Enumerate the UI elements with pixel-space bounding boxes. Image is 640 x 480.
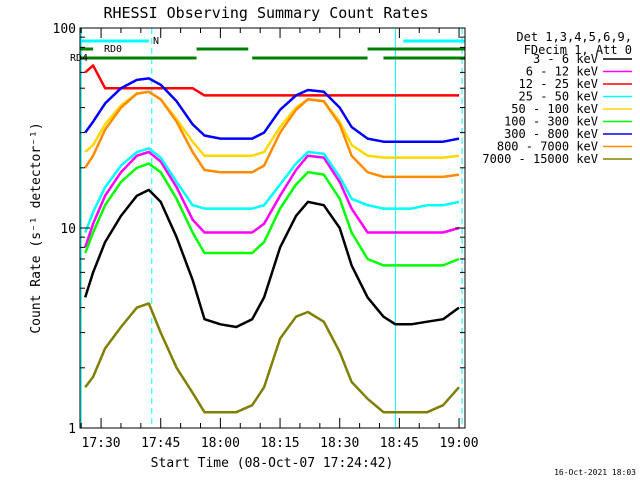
legend-header-line-1: Det 1,3,4,5,6,9, xyxy=(516,30,632,44)
y-axis-label: Count Rate (s⁻¹ detector⁻¹) xyxy=(29,122,44,333)
footer-date: 16-Oct-2021 18:03 xyxy=(554,468,636,477)
x-tick-label: 19:00 xyxy=(439,436,478,451)
series-line xyxy=(84,90,460,179)
x-tick-label: 17:30 xyxy=(82,436,121,451)
series-line xyxy=(84,162,460,267)
series-line xyxy=(84,147,460,233)
x-tick-label: 17:45 xyxy=(141,436,180,451)
x-axis: 17:30 17:45 18:00 18:15 18:30 18:45 19:00 xyxy=(80,28,479,451)
series-line xyxy=(84,302,460,414)
series-line xyxy=(84,77,460,143)
legend-entry-label: 7000 - 15000 keV xyxy=(482,152,598,166)
plot-area: N RD0 RD4 xyxy=(70,28,465,428)
flag-label: RD4 xyxy=(70,53,88,64)
x-tick-label: 18:45 xyxy=(380,436,419,451)
flag-label: N xyxy=(153,36,159,47)
series-line xyxy=(84,150,460,248)
chart-title: RHESSI Observing Summary Count Rates xyxy=(103,4,428,22)
series-line xyxy=(84,64,459,97)
legend-entry-label: 50 - 100 keV xyxy=(511,102,598,116)
legend-entry-label: 6 - 12 keV xyxy=(526,65,598,79)
x-axis-label: Start Time (08-Oct-07 17:24:42) xyxy=(151,456,394,471)
legend-entry-label: 25 - 50 keV xyxy=(519,90,598,104)
legend-entry-label: 12 - 25 keV xyxy=(519,77,598,91)
x-tick-label: 18:30 xyxy=(320,436,359,451)
legend-entry-label: 3 - 6 keV xyxy=(533,52,598,66)
series-line xyxy=(84,188,460,329)
legend-entry-label: 100 - 300 keV xyxy=(504,115,598,129)
legend: Det 1,3,4,5,6,9, FDecim 1, Att 0 3 - 6 k… xyxy=(482,30,632,166)
legend-entry-label: 800 - 7000 keV xyxy=(497,140,598,154)
y-tick-label: 1 xyxy=(68,422,76,437)
y-axis: 1 10 100 xyxy=(53,22,465,437)
legend-header-line-2: FDecim 1, Att 0 xyxy=(524,43,632,57)
x-tick-label: 18:00 xyxy=(201,436,240,451)
y-tick-label: 100 xyxy=(53,22,76,37)
x-tick-label: 18:15 xyxy=(260,436,299,451)
y-tick-label: 10 xyxy=(60,222,76,237)
legend-entry-label: 300 - 800 keV xyxy=(504,127,598,141)
flag-label: RD0 xyxy=(104,44,122,55)
